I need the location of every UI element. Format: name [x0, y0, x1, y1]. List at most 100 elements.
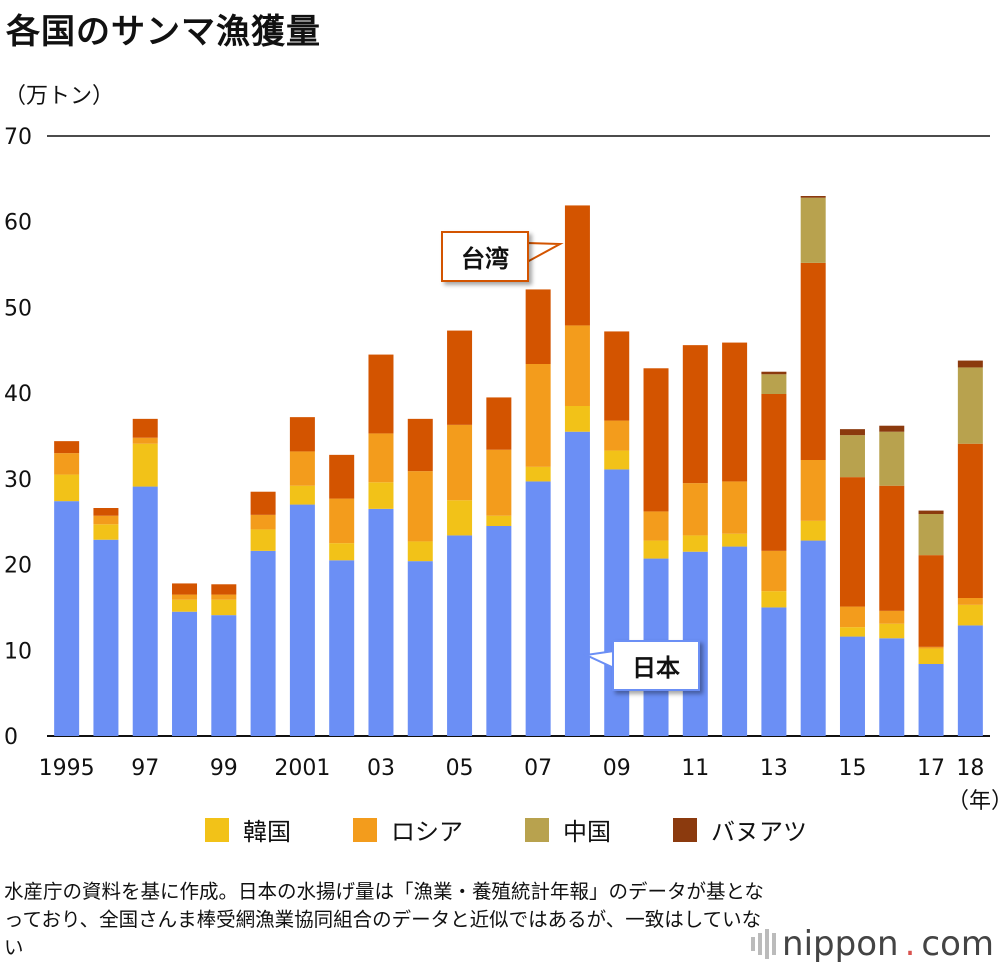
- bar-segment-2005: [447, 330, 473, 425]
- bar-segment-2015: [839, 627, 865, 637]
- bar-segment-2006: [486, 397, 512, 450]
- bar-segment-2014: [800, 540, 826, 736]
- bar-segment-2016: [879, 610, 905, 624]
- y-tick-label: 0: [4, 725, 18, 750]
- bar-segment-2015: [839, 435, 865, 478]
- bar-segment-2014: [800, 520, 826, 541]
- bar-segment-2015: [839, 636, 865, 736]
- logo-mark-icon: [751, 929, 777, 959]
- bar-segment-2015: [839, 606, 865, 628]
- bar-segment-2003: [368, 354, 394, 434]
- bar-segment-2000: [250, 514, 276, 530]
- bar-segment-2017: [918, 514, 944, 556]
- legend-swatch: [525, 817, 549, 842]
- bar-segment-2014: [800, 196, 826, 198]
- bar-segment-2003: [368, 482, 394, 509]
- bar-segment-2007: [525, 481, 551, 736]
- y-axis-unit-label: （万トン）: [4, 84, 115, 109]
- bar-segment-1997: [132, 418, 158, 438]
- x-tick-label: 99: [210, 756, 238, 781]
- bar-segment-2009: [604, 420, 630, 451]
- y-tick-label: 20: [4, 554, 32, 579]
- bar-segment-2017: [918, 646, 944, 649]
- legend-item-korea: 韓国: [205, 812, 291, 847]
- y-tick-label: 40: [4, 382, 32, 407]
- bar-segment-2017: [918, 555, 944, 647]
- bar-segment-1995: [54, 501, 80, 736]
- legend-swatch: [673, 817, 697, 842]
- bar-segment-2011: [682, 535, 708, 552]
- bar-segment-1995: [54, 453, 80, 475]
- bar-segment-2006: [486, 515, 512, 526]
- bar-segment-1997: [132, 486, 158, 736]
- bar-segment-2005: [447, 500, 473, 536]
- bar-segment-2006: [486, 526, 512, 736]
- bar-segment-2008: [564, 205, 590, 326]
- bar-segment-2015: [839, 429, 865, 436]
- legend-label: バヌアツ: [711, 818, 807, 846]
- bar-segment-2012: [722, 546, 748, 736]
- bar-segment-2018: [957, 625, 983, 736]
- bar-segment-1996: [93, 508, 119, 516]
- legend-item-russia: ロシア: [353, 812, 463, 847]
- bar-segment-2011: [682, 483, 708, 536]
- bar-segment-2009: [604, 331, 630, 421]
- bar-segment-2017: [918, 510, 944, 514]
- bar-segment-1999: [211, 594, 237, 600]
- bar-segment-1995: [54, 474, 80, 502]
- chart-legend: 韓国 ロシア 中国 バヌアツ: [205, 812, 807, 847]
- bar-segment-1996: [93, 539, 119, 736]
- bar-segment-2008: [564, 325, 590, 406]
- bar-segment-2018: [957, 360, 983, 368]
- bar-segment-2018: [957, 598, 983, 605]
- bar-segment-2013: [761, 371, 787, 375]
- legend-label: ロシア: [391, 818, 463, 846]
- bar-segment-1997: [132, 437, 158, 444]
- bar-segment-2014: [800, 460, 826, 521]
- bar-segment-2004: [407, 418, 433, 472]
- bar-segment-2014: [800, 197, 826, 263]
- x-tick-label: 18: [956, 756, 984, 781]
- bar-segment-1996: [93, 524, 119, 540]
- bar-segment-1999: [211, 599, 237, 616]
- japan-callout-pointer: [582, 649, 615, 670]
- bar-segment-2013: [761, 591, 787, 608]
- nippon-logo[interactable]: nippon. com: [751, 924, 994, 964]
- bar-segment-1998: [172, 611, 198, 736]
- bar-segment-2017: [918, 664, 944, 736]
- bar-segment-1996: [93, 515, 119, 525]
- bar-segment-2001: [289, 485, 315, 505]
- bar-segment-2002: [329, 498, 355, 544]
- bar-segment-2016: [879, 638, 905, 736]
- bar-segment-1998: [172, 583, 198, 595]
- japan-callout-label: 日本: [632, 654, 680, 682]
- bar-segment-2009: [604, 450, 630, 470]
- bar-segment-2018: [957, 604, 983, 626]
- bar-segment-2017: [918, 648, 944, 664]
- x-tick-label: 09: [603, 756, 631, 781]
- bar-segment-1997: [132, 443, 158, 487]
- bar-segment-2001: [289, 417, 315, 452]
- bar-segment-2004: [407, 471, 433, 542]
- bar-segment-2003: [368, 508, 394, 736]
- japan-callout: 日本: [612, 640, 700, 691]
- bar-segment-1999: [211, 584, 237, 595]
- bar-segment-2009: [604, 469, 630, 736]
- bar-segment-2016: [879, 431, 905, 486]
- bar-segment-1995: [54, 441, 80, 454]
- bar-segment-2012: [722, 481, 748, 534]
- bar-segment-1999: [211, 615, 237, 736]
- y-tick-label: 10: [4, 639, 32, 664]
- x-tick-label: 13: [760, 756, 788, 781]
- bar-segment-2000: [250, 491, 276, 515]
- x-tick-label: 15: [838, 756, 866, 781]
- bar-segment-2016: [879, 623, 905, 639]
- x-tick-label: 17: [917, 756, 945, 781]
- bar-segment-2001: [289, 451, 315, 486]
- bar-segment-2012: [722, 533, 748, 547]
- bar-segment-2007: [525, 466, 551, 482]
- bar-segment-2016: [879, 425, 905, 432]
- x-tick-label: 1995: [39, 756, 95, 781]
- bar-segment-2012: [722, 342, 748, 482]
- y-tick-label: 70: [4, 125, 32, 150]
